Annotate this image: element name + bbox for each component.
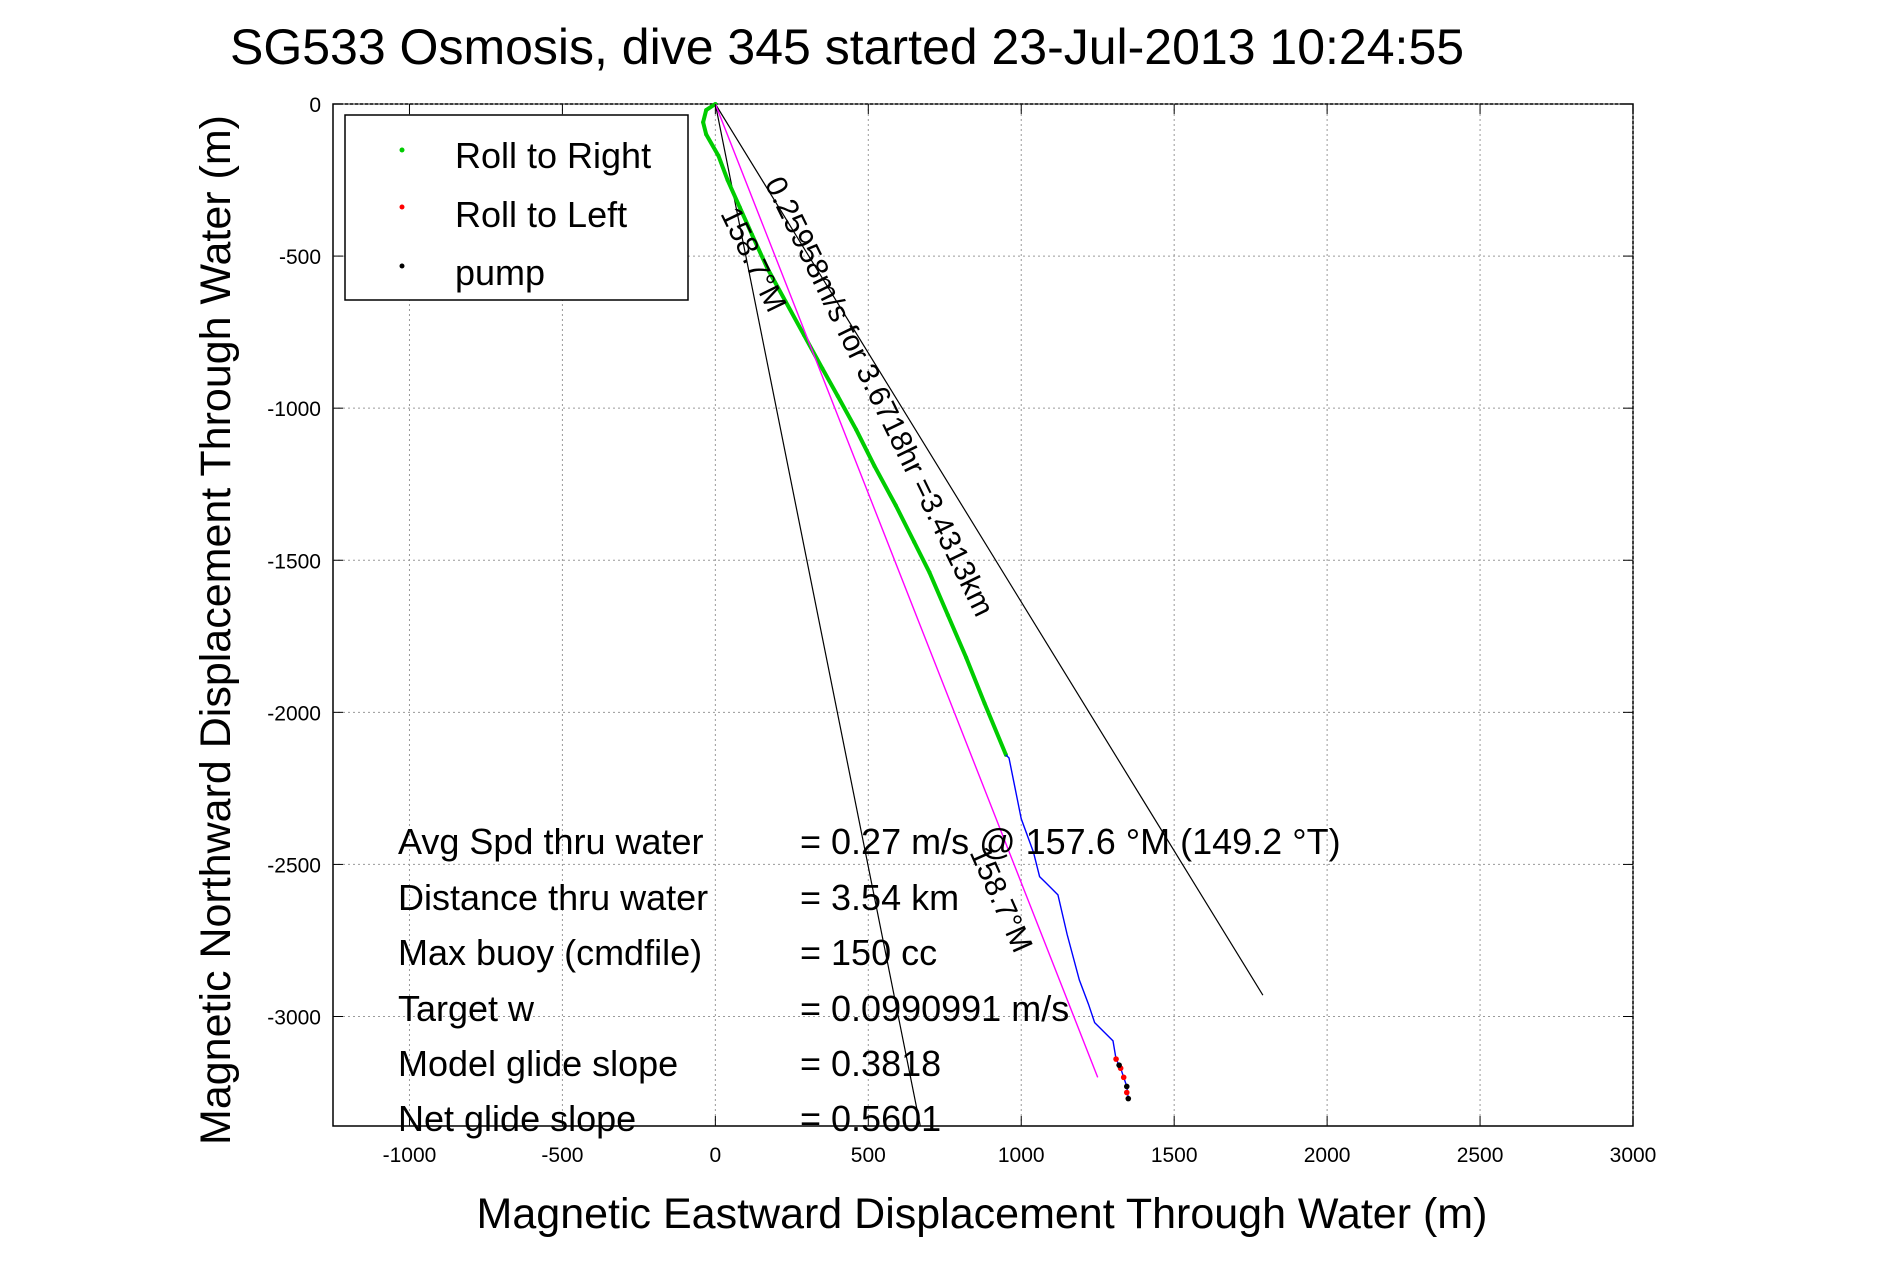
y-tick-label: -1500 xyxy=(267,550,321,573)
x-tick-label: 0 xyxy=(710,1144,722,1167)
y-tick-label: 0 xyxy=(309,94,321,117)
data-point-roll-to-right xyxy=(945,613,950,617)
legend-marker-left xyxy=(399,204,405,210)
x-tick-label: -1000 xyxy=(383,1144,437,1167)
stats-block: Avg Spd thru water = 0.27 m/s @ 157.6 °M… xyxy=(398,821,1341,1139)
x-axis-label: Magnetic Eastward Displacement Through W… xyxy=(477,1190,1488,1238)
stat-label-net-glide: Net glide slope xyxy=(398,1098,636,1139)
mean-heading-line xyxy=(714,103,1099,1078)
heading-cone-line xyxy=(714,103,1264,996)
y-axis-ticks: 0 -500 -1000 -1500 -2000 -2500 -3000 xyxy=(267,94,1633,1030)
legend-marker-pump xyxy=(399,263,405,269)
stat-value-target-w: = 0.0990991 m/s xyxy=(800,988,1069,1029)
series-layer xyxy=(701,102,1132,1102)
stat-value-distance: = 3.54 km xyxy=(800,877,959,918)
y-tick-label: -3000 xyxy=(267,1007,321,1030)
data-point-roll-to-left xyxy=(1120,1074,1127,1081)
stat-label-max-buoy: Max buoy (cmdfile) xyxy=(398,932,702,973)
stat-label-model-glide: Model glide slope xyxy=(398,1043,678,1084)
stat-value-max-buoy: = 150 cc xyxy=(800,932,937,973)
data-point-roll-to-right xyxy=(725,178,730,183)
reference-lines xyxy=(714,103,1264,1127)
y-tick-label: -2500 xyxy=(267,854,321,877)
legend-label-left: Roll to Left xyxy=(455,194,627,235)
data-point-roll-to-right xyxy=(737,205,742,210)
legend: Roll to Right Roll to Left pump xyxy=(344,114,689,301)
stat-label-distance: Distance thru water xyxy=(398,877,708,918)
stat-value-model-glide: = 0.3818 xyxy=(800,1043,941,1084)
data-point-pump xyxy=(1125,1095,1132,1102)
legend-label-right: Roll to Right xyxy=(455,135,651,176)
data-point-roll-to-right xyxy=(820,366,825,371)
data-point-roll-to-right xyxy=(765,266,770,271)
data-point-roll-to-right xyxy=(982,701,987,706)
data-point-roll-to-right xyxy=(701,120,706,125)
x-tick-label: -500 xyxy=(541,1144,583,1167)
legend-marker-right xyxy=(399,147,405,153)
stat-label-target-w: Target w xyxy=(398,988,535,1029)
y-tick-label: -500 xyxy=(279,246,321,269)
data-point-roll-to-left xyxy=(1123,1089,1130,1096)
data-point-roll-to-right xyxy=(854,427,859,432)
y-axis-label: Magnetic Northward Displacement Through … xyxy=(192,115,240,1145)
data-point-roll-to-right xyxy=(716,153,721,158)
data-point-roll-to-left xyxy=(1113,1056,1119,1062)
x-tick-label: 500 xyxy=(851,1144,886,1167)
data-point-roll-to-right xyxy=(835,394,840,398)
y-tick-label: -1000 xyxy=(267,398,321,421)
stat-value-net-glide: = 0.5601 xyxy=(800,1098,941,1139)
data-point-roll-to-right xyxy=(750,232,755,237)
data-point-pump xyxy=(1116,1062,1122,1068)
data-point-roll-to-right xyxy=(783,299,788,304)
x-axis-ticks: -1000 -500 0 500 1000 1500 2000 2500 3000 xyxy=(383,104,1657,1167)
y-tick-label: -2000 xyxy=(267,702,321,725)
heading-cone-line xyxy=(714,103,921,1127)
x-tick-label: 3000 xyxy=(1610,1144,1657,1167)
data-point-roll-to-right xyxy=(964,655,969,660)
chart-title: SG533 Osmosis, dive 345 started 23-Jul-2… xyxy=(230,19,1464,75)
stat-label-avg-speed: Avg Spd thru water xyxy=(398,821,704,862)
legend-label-pump: pump xyxy=(455,252,545,293)
data-point-roll-to-right xyxy=(893,503,898,508)
data-point-roll-to-right xyxy=(704,132,709,137)
x-tick-label: 2000 xyxy=(1304,1144,1351,1167)
data-point-pump xyxy=(1123,1083,1130,1090)
data-point-roll-to-right xyxy=(872,463,877,468)
data-point-roll-to-right xyxy=(704,108,709,113)
x-tick-label: 2500 xyxy=(1457,1144,1504,1167)
x-tick-label: 1000 xyxy=(998,1144,1045,1167)
data-point-roll-to-right xyxy=(912,540,917,544)
grid xyxy=(333,103,1634,1126)
x-tick-label: 1500 xyxy=(1151,1144,1198,1167)
data-point-roll-to-right xyxy=(927,570,932,575)
stat-value-avg-speed: = 0.27 m/s @ 157.6 °M (149.2 °T) xyxy=(800,821,1341,862)
